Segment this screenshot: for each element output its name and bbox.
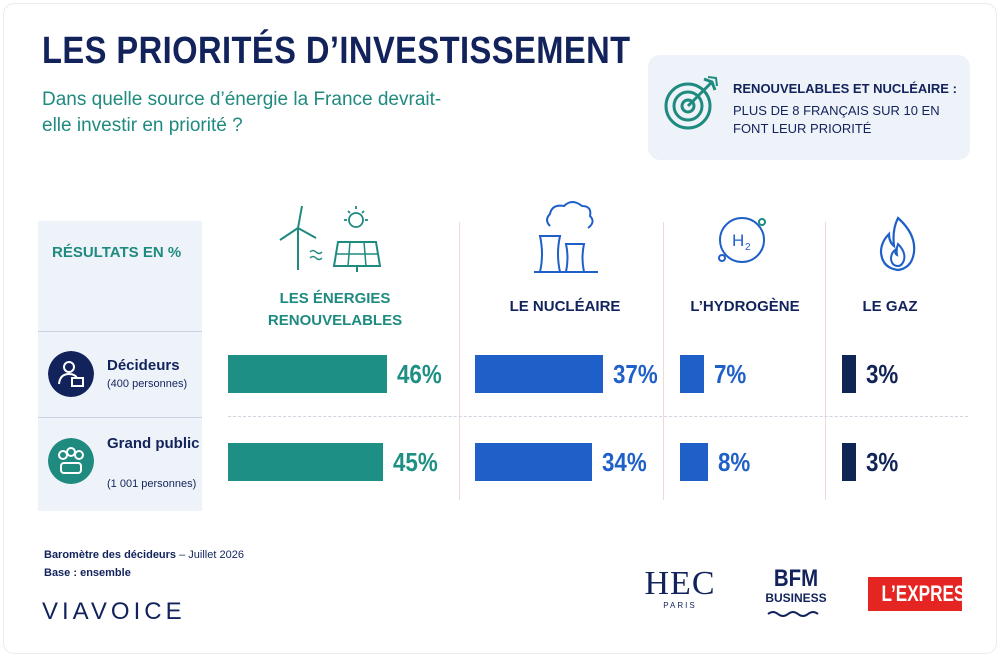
row-divider xyxy=(228,416,968,417)
svg-text:H: H xyxy=(732,231,744,250)
bar-renouvelables-decideurs xyxy=(228,355,387,393)
category-label-renouvelables: LES ÉNERGIES RENOUVELABLES xyxy=(267,290,403,329)
public-group-icon xyxy=(48,438,94,484)
lexpress-logo: L’EXPRESS xyxy=(868,577,977,611)
value-label-nucleaire-decideurs: 37% xyxy=(612,359,658,389)
target-arrow-icon xyxy=(664,76,718,130)
column-divider xyxy=(663,222,664,500)
group-name-grand-public: Grand public xyxy=(107,435,200,452)
column-divider xyxy=(825,222,826,500)
viavoice-logo: VIAVOICE xyxy=(42,598,186,625)
bar-nucleaire-grand-public xyxy=(475,443,593,481)
callout-title: RENOUVELABLES ET NUCLÉAIRE : xyxy=(733,81,957,96)
group-size-decideurs: (400 personnes) xyxy=(107,378,188,390)
bfm-business-logo: BFM BUSINESS xyxy=(764,567,828,619)
base-note: Base : ensemble xyxy=(44,567,131,579)
callout-text: PLUS DE 8 FRANÇAIS SUR 10 EN FONT LEUR P… xyxy=(733,103,940,136)
value-label-nucleaire-grand-public: 34% xyxy=(602,447,648,477)
decision-maker-icon xyxy=(48,351,94,397)
column-divider xyxy=(459,222,460,500)
nuclear-plant-icon xyxy=(534,201,598,273)
hec-paris-logo: HEC PARIS xyxy=(640,567,720,617)
hec-logo-subtext: PARIS xyxy=(663,601,697,610)
bar-gaz-grand-public xyxy=(842,443,856,481)
gas-flame-icon xyxy=(879,216,916,272)
group-name-decideurs: Décideurs xyxy=(107,357,180,374)
bar-nucleaire-decideurs xyxy=(475,355,603,393)
bfm-logo-subtext: BUSINESS xyxy=(765,591,827,605)
group-size-grand-public: (1 001 personnes) xyxy=(107,478,197,490)
source-date: – Juillet 2026 xyxy=(179,549,244,561)
value-label-renouvelables-decideurs: 46% xyxy=(396,359,442,389)
svg-text:2: 2 xyxy=(745,242,751,253)
value-label-gaz-grand-public: 3% xyxy=(866,447,899,477)
bar-hydrogene-decideurs xyxy=(680,355,705,393)
page-title: LES PRIORITÉS D’INVESTISSEMENT xyxy=(42,30,631,72)
results-legend-panel: RÉSULTATS EN % Décideurs (400 personnes)… xyxy=(38,221,202,511)
category-label-hydrogene: L’HYDROGÈNE xyxy=(690,298,800,315)
source-title: Baromètre des décideurs xyxy=(44,549,177,561)
wind-solar-icon xyxy=(279,205,382,272)
lexpress-logo-text: L’EXPRESS xyxy=(881,581,977,606)
panel-divider xyxy=(38,331,202,332)
category-label-nucleaire: LE NUCLÉAIRE xyxy=(509,298,621,315)
bfm-wave-icon xyxy=(767,611,819,617)
key-finding-callout: RENOUVELABLES ET NUCLÉAIRE : PLUS DE 8 F… xyxy=(648,55,970,160)
panel-divider xyxy=(38,417,202,418)
value-label-hydrogene-grand-public: 8% xyxy=(717,447,750,477)
hydrogen-icon: H 2 xyxy=(718,217,766,263)
bar-gaz-decideurs xyxy=(842,355,856,393)
category-label-gaz: LE GAZ xyxy=(862,298,918,315)
hec-logo-text: HEC xyxy=(644,565,716,602)
bar-renouvelables-grand-public xyxy=(228,443,384,481)
bfm-logo-text: BFM xyxy=(773,565,819,592)
value-label-renouvelables-grand-public: 45% xyxy=(393,447,439,477)
page-subtitle: Dans quelle source d’énergie la France d… xyxy=(42,89,442,136)
value-label-gaz-decideurs: 3% xyxy=(866,359,899,389)
results-heading: RÉSULTATS EN % xyxy=(52,244,182,261)
value-label-hydrogene-decideurs: 7% xyxy=(714,359,747,389)
source-note: Baromètre des décideurs – Juillet 2026 xyxy=(44,549,244,561)
bar-hydrogene-grand-public xyxy=(680,443,708,481)
